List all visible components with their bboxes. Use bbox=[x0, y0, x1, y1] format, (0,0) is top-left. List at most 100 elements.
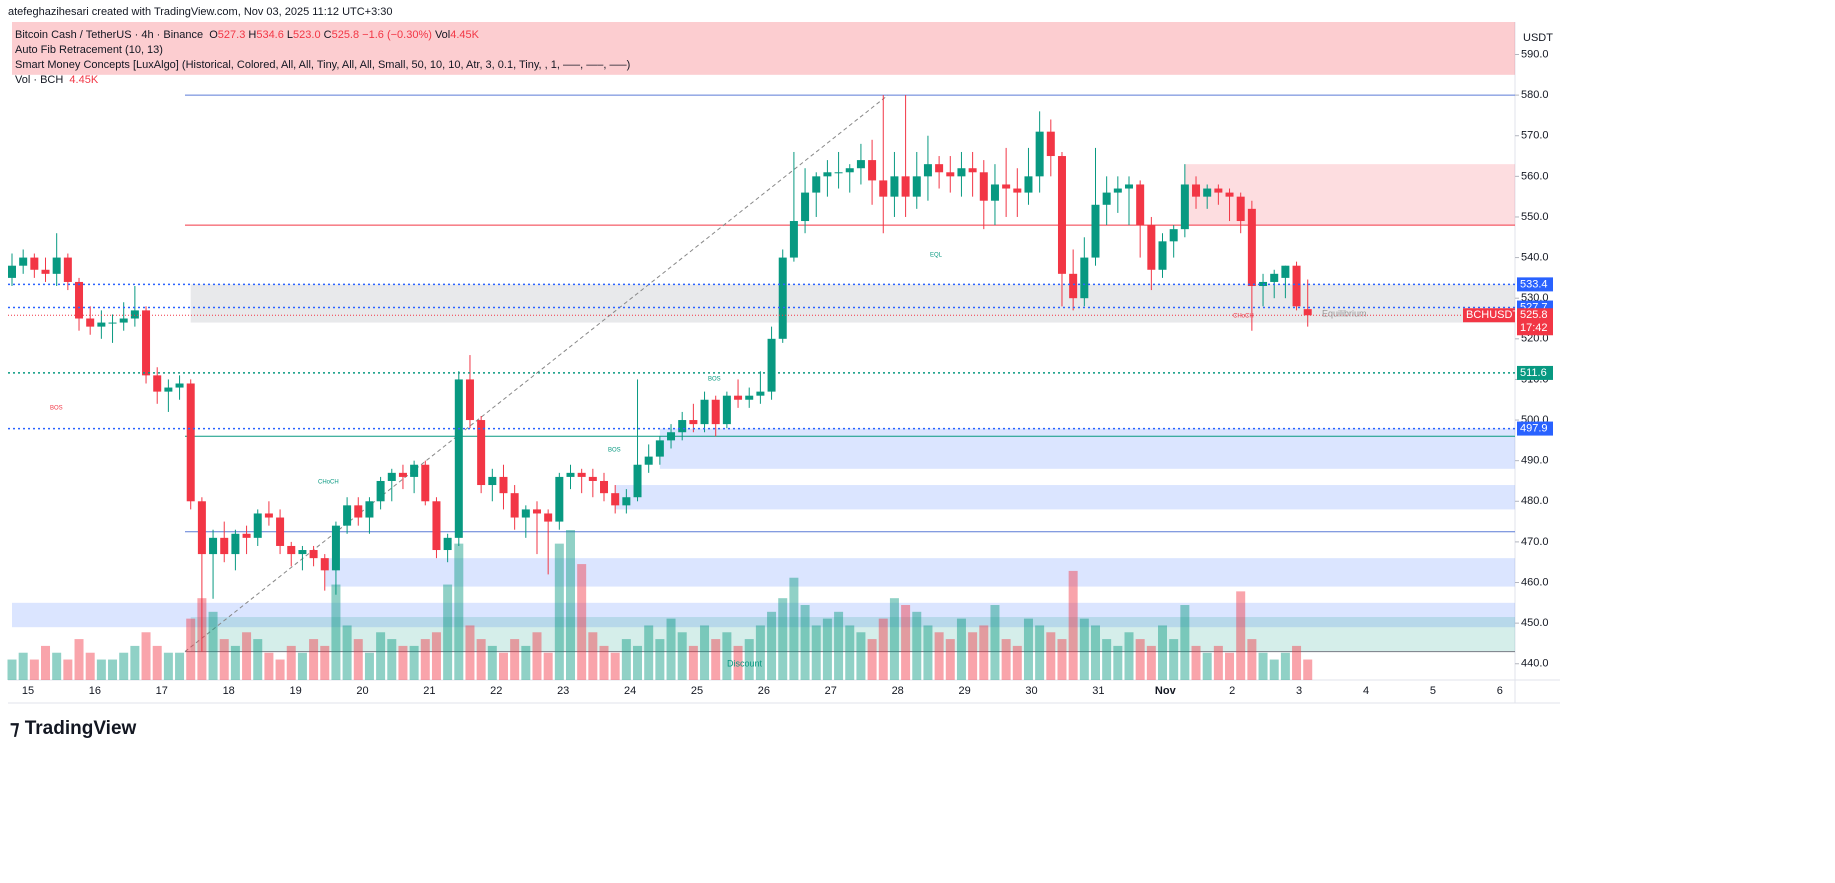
candle-body bbox=[30, 257, 39, 270]
candle-body bbox=[41, 269, 50, 274]
volume-bar bbox=[688, 645, 698, 680]
low: 523.0 bbox=[293, 29, 321, 41]
indicator[interactable]: Smart Money Concepts [LuxAlgo] (Historic… bbox=[15, 59, 631, 71]
volume-bar bbox=[621, 639, 631, 680]
volume-bar bbox=[186, 618, 196, 680]
y-tick-label: 560.0 bbox=[1521, 170, 1549, 182]
candle-body bbox=[510, 493, 519, 518]
volume-bar bbox=[7, 659, 17, 680]
x-tick-label: Nov bbox=[1155, 685, 1177, 697]
volume-bar bbox=[901, 605, 911, 680]
candle-body bbox=[689, 420, 698, 425]
zone bbox=[190, 617, 1516, 652]
zone bbox=[659, 428, 1515, 469]
volume-bar bbox=[1035, 625, 1045, 680]
volume-bar bbox=[163, 652, 173, 680]
volume-bar bbox=[141, 632, 151, 680]
volume-bar bbox=[733, 645, 743, 680]
volume-bar bbox=[1213, 645, 1223, 680]
candle-body bbox=[856, 160, 865, 169]
volume-bar bbox=[800, 605, 810, 680]
x-tick-label: 6 bbox=[1497, 685, 1503, 697]
indicator[interactable]: Vol · BCH 4.45K bbox=[15, 74, 98, 86]
candle-body bbox=[1013, 188, 1022, 193]
candle-body bbox=[264, 513, 273, 518]
candle-body bbox=[164, 387, 173, 392]
candle-body bbox=[622, 497, 631, 506]
candle-body bbox=[1080, 257, 1089, 299]
volume-bar bbox=[1202, 652, 1212, 680]
logo: ⁊ TradingView bbox=[10, 718, 137, 739]
x-tick-label: 3 bbox=[1296, 685, 1302, 697]
candle-body bbox=[611, 493, 620, 506]
volume-bar bbox=[74, 639, 84, 680]
candle-body bbox=[1270, 273, 1279, 282]
symbol: Bitcoin Cash / TetherUS · 4h · Binance bbox=[15, 29, 204, 41]
volume-bar bbox=[644, 625, 654, 680]
candle-body bbox=[209, 537, 218, 555]
indicator[interactable]: Auto Fib Retracement (10, 13) bbox=[15, 44, 163, 56]
candle-body bbox=[577, 472, 586, 477]
volume-bar bbox=[934, 632, 944, 680]
candle-body bbox=[175, 383, 184, 388]
candle-body bbox=[834, 172, 843, 174]
annotation: BOS bbox=[608, 448, 621, 454]
volume-bar bbox=[1236, 591, 1246, 680]
y-tick-label: 470.0 bbox=[1521, 536, 1549, 548]
candle-body bbox=[789, 221, 798, 258]
volume-bar bbox=[956, 618, 966, 680]
volume-bar bbox=[722, 632, 732, 680]
level-label: 511.6 bbox=[1520, 367, 1547, 379]
volume-bar bbox=[409, 645, 419, 680]
candle-body bbox=[354, 505, 363, 518]
volume-bar bbox=[1280, 652, 1290, 680]
volume-bar bbox=[822, 618, 832, 680]
change: −1.6 (−0.30%) bbox=[362, 29, 432, 41]
candle-body bbox=[197, 501, 206, 555]
y-tick-label: 570.0 bbox=[1521, 130, 1549, 142]
candle-body bbox=[1091, 204, 1100, 258]
candle-body bbox=[231, 533, 240, 555]
level-label: 497.9 bbox=[1520, 422, 1548, 434]
volume-bar bbox=[1169, 639, 1179, 680]
volume-bar bbox=[175, 652, 185, 680]
candle-body bbox=[957, 168, 966, 177]
countdown: 17:42 bbox=[1520, 322, 1548, 334]
candle-body bbox=[1002, 184, 1011, 189]
candle-body bbox=[566, 472, 575, 477]
y-tick-label: 450.0 bbox=[1521, 617, 1549, 629]
volume-bar bbox=[521, 645, 531, 680]
candle-body bbox=[633, 464, 642, 498]
volume-bar bbox=[700, 625, 710, 680]
y-tick-label: 480.0 bbox=[1521, 495, 1549, 507]
x-tick-label: 17 bbox=[156, 685, 168, 697]
level-tag bbox=[1517, 365, 1553, 380]
candle-body bbox=[890, 176, 899, 197]
volume-bar bbox=[767, 611, 777, 680]
candle-body bbox=[756, 391, 765, 396]
volume-bar bbox=[96, 659, 106, 680]
legend-main: Bitcoin Cash / TetherUS · 4h · Binance O… bbox=[15, 29, 479, 41]
candle-body bbox=[1247, 208, 1256, 287]
x-tick-label: 4 bbox=[1363, 685, 1369, 697]
candle-body bbox=[1147, 225, 1156, 270]
volume-bar bbox=[1146, 645, 1156, 680]
volume-bar bbox=[119, 652, 129, 680]
volume-bar bbox=[1135, 639, 1145, 680]
volume-bar bbox=[979, 625, 989, 680]
volume-bar bbox=[152, 645, 162, 680]
volume-bar bbox=[1079, 618, 1089, 680]
candle-body bbox=[186, 383, 195, 502]
candle-body bbox=[644, 456, 653, 465]
credit: atefeghazihesari created with TradingVie… bbox=[8, 6, 393, 18]
candle-body bbox=[912, 176, 921, 197]
candle-body bbox=[1281, 265, 1290, 278]
candle-body bbox=[1113, 188, 1122, 193]
candle-body bbox=[220, 537, 229, 555]
candle-body bbox=[1169, 229, 1178, 242]
candle-body bbox=[1046, 131, 1055, 157]
volume-bar bbox=[130, 645, 140, 680]
candle-body bbox=[1203, 188, 1212, 197]
candle-body bbox=[499, 476, 508, 494]
candle-body bbox=[398, 472, 407, 477]
